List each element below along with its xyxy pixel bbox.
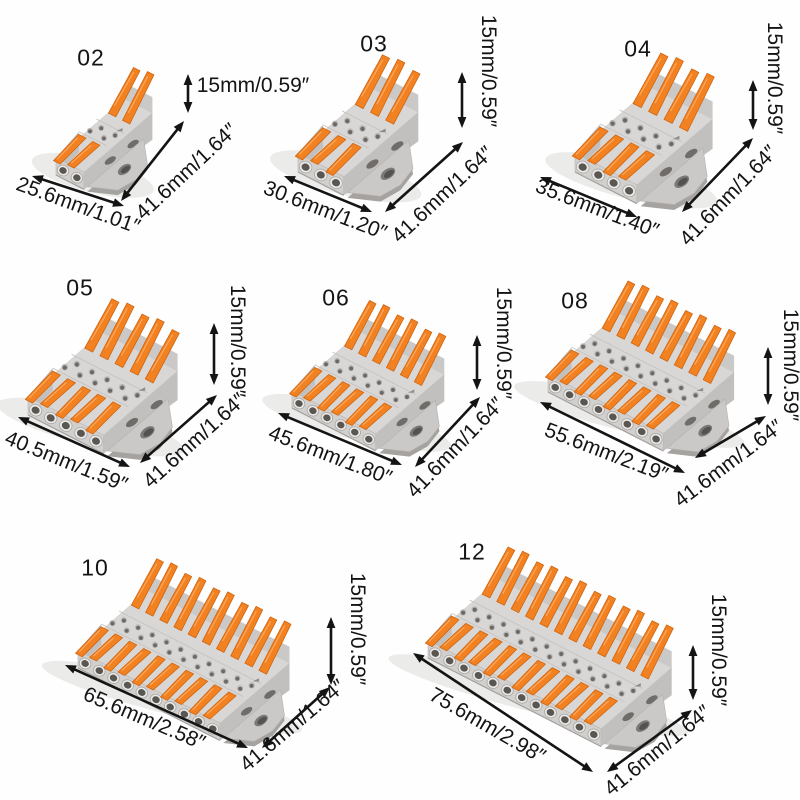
dimension-arrows-12	[413, 645, 698, 772]
connector-photo-06	[262, 300, 452, 457]
height-dimension-label: 15mm/0.59″	[477, 14, 500, 128]
height-dimension-label: 15mm/0.59″	[492, 286, 515, 400]
product-id-label: 08	[561, 287, 589, 314]
dimension-arrows-10	[65, 617, 336, 748]
product-id-label: 10	[81, 554, 109, 581]
connector-photo-04	[545, 52, 718, 210]
product-id-label: 04	[624, 35, 652, 62]
height-dimension-label: 15mm/0.59″	[763, 21, 786, 135]
connector-photo-08	[514, 280, 745, 457]
height-dimension-label: 15mm/0.59″	[346, 572, 369, 686]
product-id-label: 03	[360, 30, 388, 57]
height-dimension-label: 15mm/0.59″	[707, 593, 730, 707]
connector-photo-05	[0, 298, 184, 460]
connector-photo-02	[31, 67, 155, 198]
height-dimension-label: 15mm/0.59″	[196, 74, 310, 97]
dimension-arrows-03	[284, 72, 467, 212]
height-dimension-label: 15mm/0.59″	[226, 284, 249, 398]
dimension-arrows-02	[32, 74, 193, 207]
product-id-label: 06	[322, 284, 350, 311]
height-dimension-label: 15mm/0.59″	[779, 308, 800, 422]
dimension-arrows-04	[540, 80, 758, 217]
dimension-arrows-08	[540, 347, 773, 473]
product-id-label: 02	[77, 44, 105, 71]
product-id-label: 05	[66, 274, 94, 301]
product-id-label: 12	[458, 538, 486, 565]
dimension-arrows-06	[278, 335, 482, 467]
connector-photo-03	[270, 54, 422, 203]
connector-photo-10	[41, 558, 303, 747]
connector-photo-12	[388, 546, 688, 753]
dimension-arrows-05	[18, 323, 219, 467]
